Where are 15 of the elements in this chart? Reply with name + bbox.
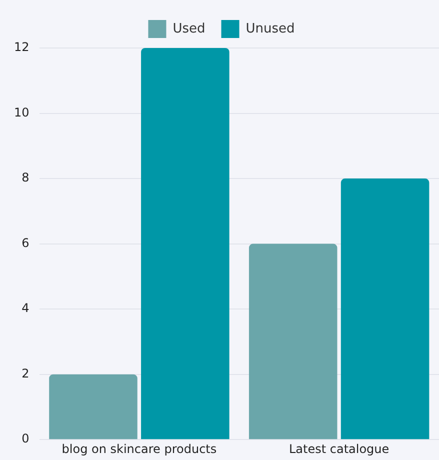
y-tick-label: 10 bbox=[14, 105, 30, 120]
bar bbox=[49, 374, 138, 440]
y-tick-label: 2 bbox=[22, 366, 30, 380]
x-tick-label: Latest catalogue bbox=[288, 442, 390, 456]
y-tick-label: 12 bbox=[14, 40, 30, 54]
x-tick-label: blog on skincare products bbox=[62, 442, 217, 456]
bar bbox=[141, 48, 230, 440]
y-tick-label: 6 bbox=[22, 236, 30, 250]
y-tick-label: 8 bbox=[22, 170, 30, 185]
bar bbox=[248, 244, 338, 440]
bar bbox=[340, 178, 430, 440]
legend-label: Used bbox=[172, 21, 206, 36]
legend-label: Unused bbox=[246, 21, 295, 36]
y-tick-label: 4 bbox=[22, 301, 30, 316]
y-tick-label: 0 bbox=[22, 432, 30, 446]
